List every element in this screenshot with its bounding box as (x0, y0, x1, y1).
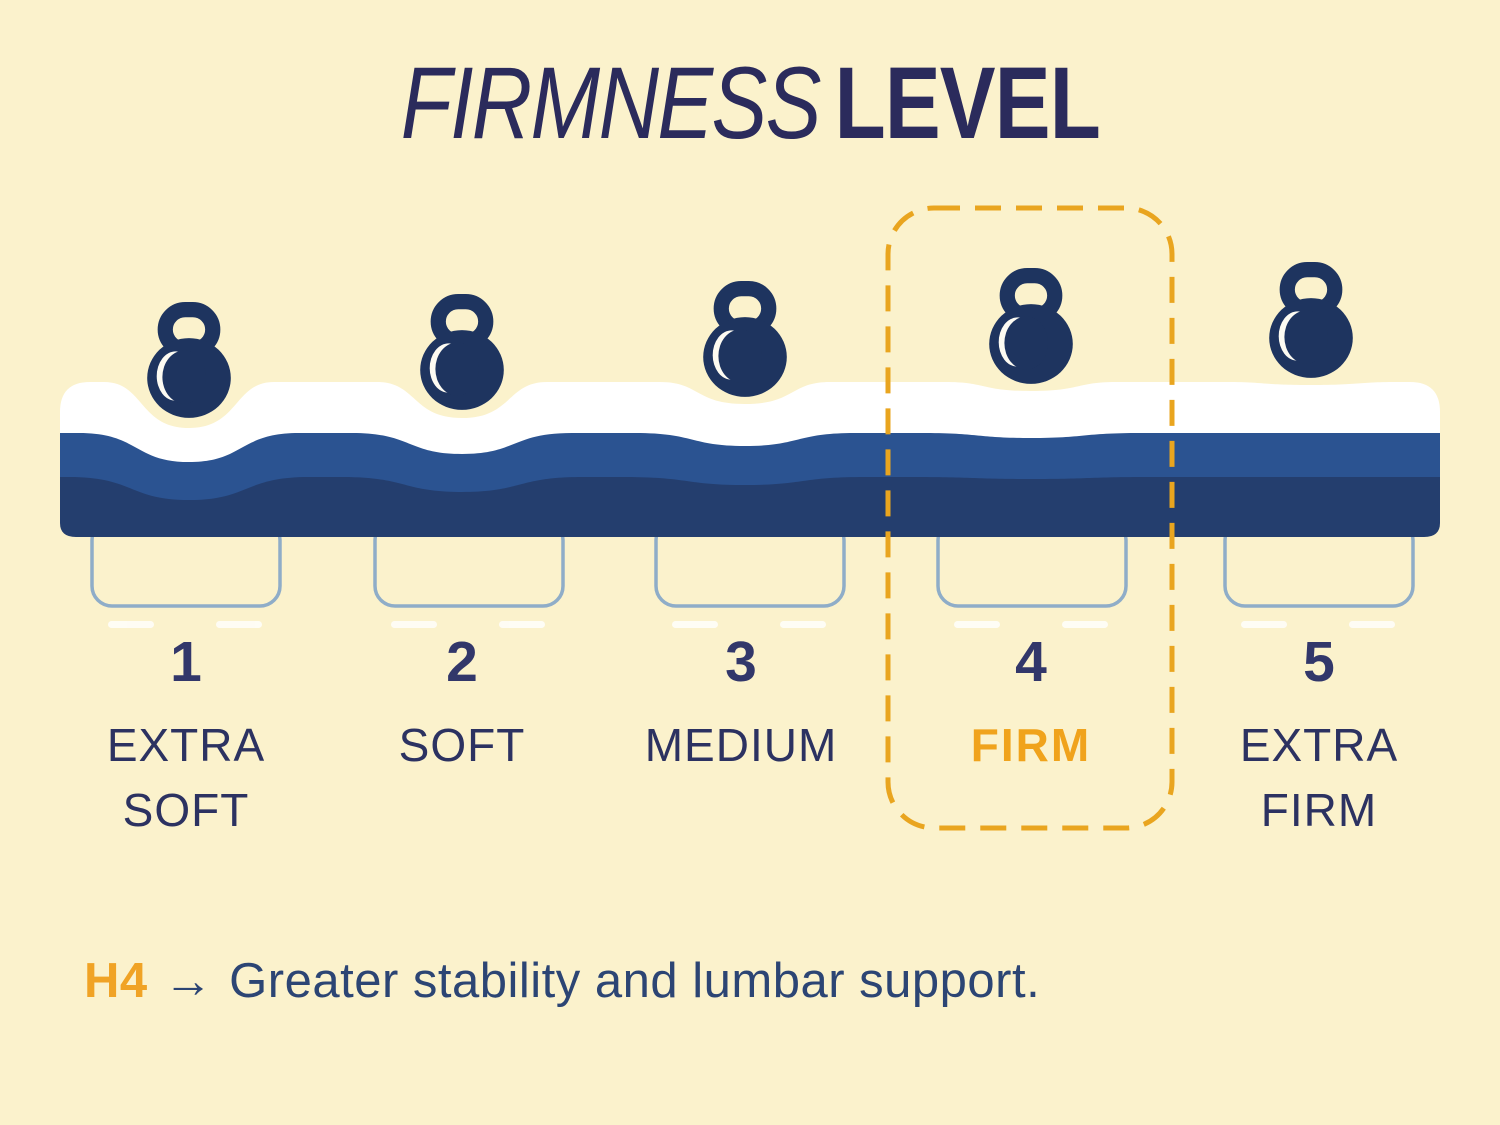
kettlebell-icon (703, 289, 787, 397)
caption-text: Greater stability and lumbar support. (229, 954, 1041, 1008)
kettlebell-icon (989, 276, 1073, 384)
kettlebell-icon (420, 302, 504, 410)
kettlebell-icon (1269, 270, 1353, 378)
scale-item-extra-firm: 5 EXTRA FIRM (1199, 634, 1439, 844)
mattress-legs (90, 518, 1415, 608)
page-title: FIRMNESS LEVEL (0, 52, 1500, 154)
scale-item-soft: 2 SOFT (342, 634, 582, 778)
scale-number: 2 (446, 630, 478, 694)
title-level: LEVEL (834, 46, 1100, 160)
scale-number: 5 (1303, 630, 1335, 694)
caption: H4 → Greater stability and lumbar support. (84, 952, 1040, 1011)
scale-number: 3 (725, 630, 757, 694)
scale-label: SOFT (398, 719, 526, 771)
scale-label: FIRM (970, 719, 1092, 771)
mattress-base-layer (60, 477, 1440, 537)
caption-prefix: H4 (84, 954, 148, 1008)
scale-label: EXTRA FIRM (1239, 719, 1399, 837)
scale-number: 4 (1015, 630, 1047, 694)
scale-item-firm: 4 FIRM (911, 634, 1151, 778)
scale-label: MEDIUM (644, 719, 838, 771)
firm-highlight-box (885, 205, 1175, 831)
scale-label: EXTRA SOFT (106, 719, 266, 837)
scale-item-medium: 3 MEDIUM (621, 634, 861, 778)
scale-number: 1 (170, 630, 202, 694)
caption-arrow-icon: → (163, 954, 214, 1008)
kettlebell-icon (147, 310, 231, 418)
leg-shadow-marks (108, 621, 1395, 628)
scale-item-extra-soft: 1 EXTRA SOFT (66, 634, 306, 844)
title-firmness: FIRMNESS (400, 46, 821, 160)
